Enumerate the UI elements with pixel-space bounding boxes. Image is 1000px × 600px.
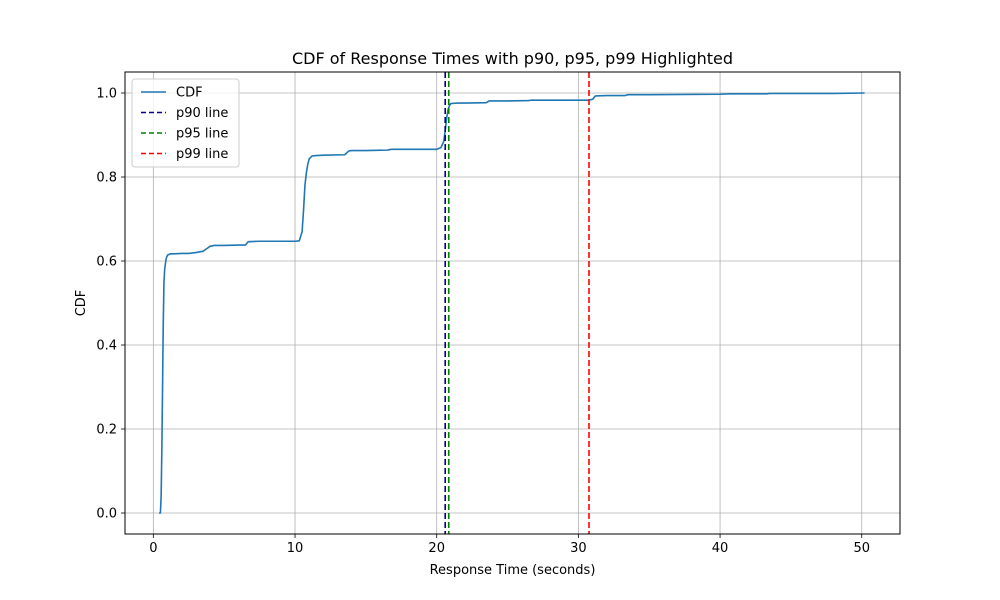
legend-label: p90 line: [176, 106, 228, 121]
plot-frame: [124, 71, 901, 535]
legend: CDF p90 line p95 line p99 line: [131, 78, 240, 168]
x-tick-label: 50: [853, 541, 870, 556]
y-tick-label: 0.2: [96, 423, 117, 438]
x-axis-label: Response Time (seconds): [430, 563, 596, 578]
chart-title: CDF of Response Times with p90, p95, p99…: [292, 49, 733, 68]
legend-box: [131, 78, 240, 168]
y-axis-label: CDF: [74, 290, 89, 317]
grid-layer: [125, 72, 900, 534]
y-tick-label: 0.4: [96, 339, 117, 354]
cdf-series-line: [159, 92, 865, 514]
x-tick-label: 0: [149, 541, 157, 556]
ticks-layer: 0 10 20 30 40 50 0.0 0.2 0.4 0.6 0.8 1.0: [96, 87, 870, 557]
legend-label: p95 line: [176, 127, 228, 142]
x-tick-label: 20: [428, 541, 445, 556]
y-tick-label: 0.0: [96, 507, 117, 522]
y-tick-label: 0.6: [96, 255, 117, 270]
legend-label: p99 line: [176, 147, 228, 162]
x-tick-label: 10: [287, 541, 304, 556]
x-tick-label: 30: [570, 541, 587, 556]
y-tick-label: 1.0: [96, 87, 117, 102]
series-layer: [159, 72, 865, 534]
legend-label: CDF: [176, 86, 203, 101]
y-tick-label: 0.8: [96, 171, 117, 186]
x-tick-label: 40: [712, 541, 729, 556]
